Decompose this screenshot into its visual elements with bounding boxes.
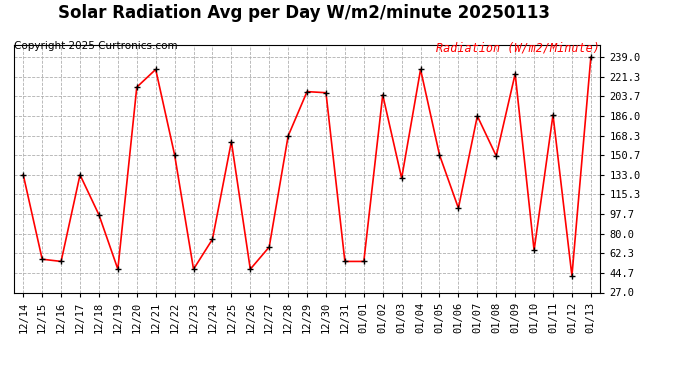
Text: Solar Radiation Avg per Day W/m2/minute 20250113: Solar Radiation Avg per Day W/m2/minute … <box>57 4 550 22</box>
Text: Copyright 2025 Curtronics.com: Copyright 2025 Curtronics.com <box>14 41 177 51</box>
Text: Radiation (W/m2/Minute): Radiation (W/m2/Minute) <box>436 41 600 54</box>
